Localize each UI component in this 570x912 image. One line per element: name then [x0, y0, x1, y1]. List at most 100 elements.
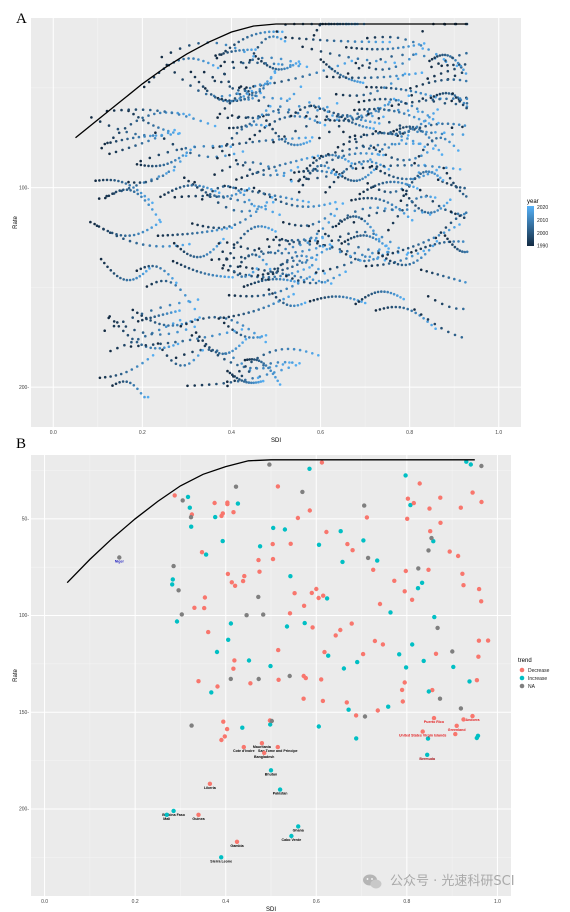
data-point [366, 222, 369, 226]
data-point [281, 262, 284, 266]
data-point [193, 318, 197, 321]
data-point [135, 241, 138, 245]
data-point [431, 117, 435, 121]
data-point [144, 334, 147, 338]
data-point [250, 294, 254, 298]
data-point [414, 72, 417, 75]
data-point [291, 63, 295, 67]
data-point [426, 143, 430, 146]
data-point [439, 231, 443, 234]
data-point [251, 267, 254, 270]
data-point [203, 272, 207, 275]
data-point [182, 185, 186, 188]
data-point [333, 69, 337, 73]
data-point [390, 156, 394, 159]
data-point [264, 204, 267, 208]
data-point [286, 267, 289, 270]
data-point [318, 121, 322, 124]
data-point [333, 633, 338, 638]
data-point [160, 55, 164, 59]
x-tick-label: 0.4 [228, 430, 235, 436]
data-point [464, 79, 468, 83]
data-point [171, 189, 174, 192]
legend-trend-swatch [519, 683, 525, 689]
data-point [287, 108, 291, 111]
data-point [305, 224, 309, 227]
data-point [363, 230, 367, 234]
data-point [457, 240, 460, 243]
data-point [228, 351, 231, 354]
data-point [115, 274, 119, 278]
data-point [259, 162, 263, 165]
data-point [361, 81, 365, 85]
data-point [458, 78, 462, 82]
data-point [128, 184, 131, 187]
data-point [237, 313, 240, 317]
data-point [276, 647, 281, 653]
data-point [273, 267, 276, 271]
data-point [270, 56, 273, 60]
data-point [452, 240, 456, 243]
data-point [159, 195, 162, 199]
data-point [438, 97, 441, 101]
data-point [367, 214, 371, 217]
data-point [296, 204, 299, 208]
data-point [328, 247, 332, 250]
data-point [396, 262, 400, 266]
data-point [125, 130, 128, 134]
data-point [240, 255, 243, 259]
data-point [387, 173, 391, 177]
data-point [268, 123, 271, 127]
data-point [144, 344, 148, 347]
data-point [420, 154, 423, 157]
data-point [238, 86, 241, 89]
data-point [222, 99, 225, 103]
data-point [146, 395, 150, 399]
data-point [353, 134, 357, 137]
data-point [212, 248, 215, 251]
data-point [337, 124, 341, 128]
data-point [399, 296, 402, 299]
data-point [268, 292, 271, 296]
data-point [230, 226, 234, 229]
data-point [244, 365, 247, 368]
data-point [364, 175, 367, 179]
data-point [308, 281, 312, 285]
data-point [187, 266, 191, 270]
data-point [349, 114, 352, 118]
data-point [162, 137, 166, 140]
data-point [302, 620, 307, 626]
data-point [367, 173, 370, 177]
data-point [375, 558, 380, 563]
data-point [317, 279, 321, 283]
data-point [114, 382, 118, 386]
data-point [275, 30, 279, 33]
data-point [461, 103, 465, 107]
data-point [407, 197, 411, 200]
data-point [362, 714, 368, 719]
data-point [346, 216, 349, 220]
data-point [153, 321, 157, 324]
data-point [334, 92, 338, 96]
data-point [248, 209, 251, 213]
data-point [389, 191, 392, 194]
data-point [396, 77, 400, 81]
data-point [180, 147, 183, 151]
point-label: Ghana [293, 828, 305, 832]
data-point [159, 267, 162, 270]
data-point [266, 238, 269, 241]
data-point [171, 563, 176, 569]
data-point [217, 191, 221, 194]
data-point [298, 115, 302, 118]
data-point [368, 107, 371, 111]
data-point [382, 131, 386, 135]
data-point [411, 500, 416, 506]
data-point [272, 62, 276, 66]
data-point [334, 154, 338, 157]
data-point [461, 240, 465, 243]
data-point [198, 335, 201, 339]
data-point [371, 114, 374, 118]
data-point [422, 42, 426, 45]
data-point [227, 325, 230, 328]
